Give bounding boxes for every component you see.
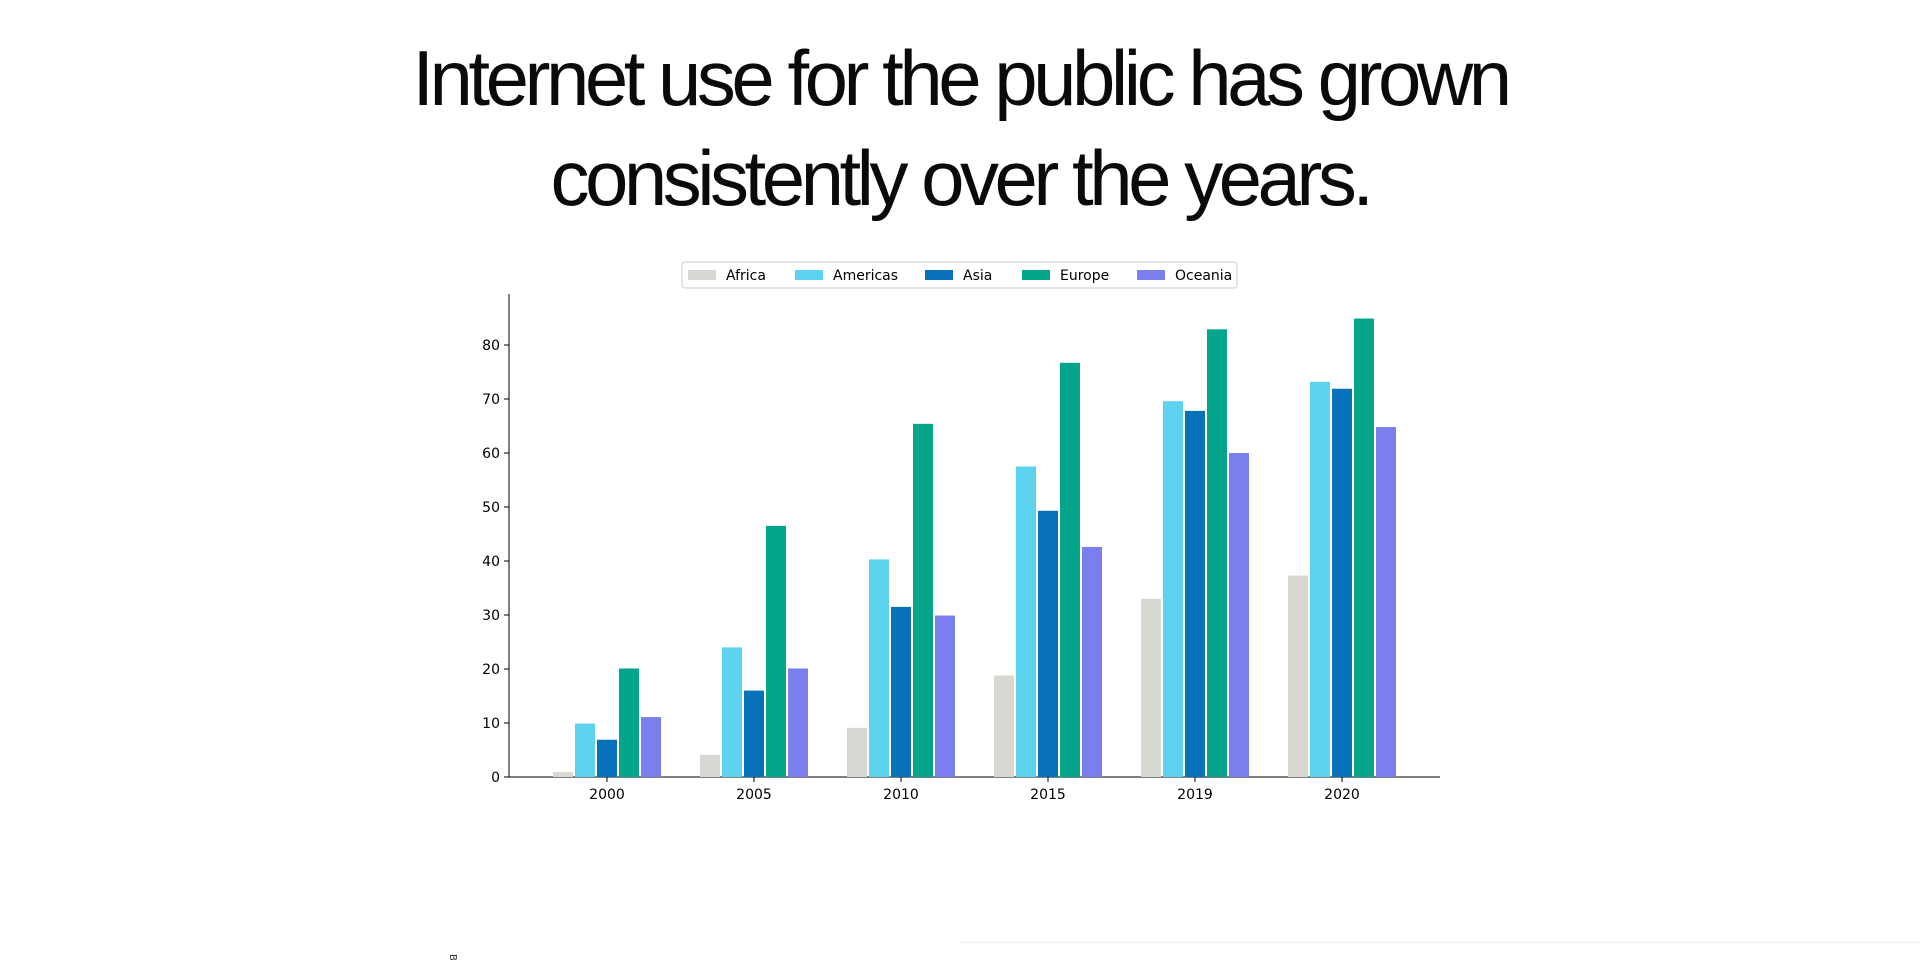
- bar-africa-2010: [847, 727, 867, 777]
- y-tick-label: 40: [482, 554, 500, 570]
- y-tick-label: 30: [482, 608, 500, 624]
- bar-oceania-2019: [1229, 453, 1249, 777]
- y-tick-label: 50: [482, 500, 500, 516]
- bar-oceania-2015: [1082, 546, 1102, 777]
- bar-americas-2015: [1016, 466, 1036, 777]
- legend-swatch-oceania: [1137, 270, 1165, 280]
- legend-box: [681, 261, 1238, 289]
- bar-oceania-2010: [935, 615, 955, 777]
- bar-oceania-2000: [641, 717, 661, 777]
- bar-americas-2020: [1310, 381, 1330, 777]
- headline-line-2: consistently over the years.: [550, 134, 1374, 222]
- bar-americas-2010: [869, 559, 889, 777]
- bar-americas-2019: [1163, 401, 1183, 777]
- legend-swatch-americas: [795, 270, 823, 280]
- y-tick-label: 80: [482, 338, 500, 354]
- bar-africa-2020: [1288, 575, 1308, 777]
- legend-label-africa: Africa: [726, 268, 766, 284]
- bar-asia-2019: [1185, 410, 1205, 777]
- bar-europe-2020: [1354, 318, 1374, 777]
- y-tick-label: 20: [482, 662, 500, 678]
- bar-europe-2000: [619, 668, 639, 777]
- x-tick-label: 2019: [1177, 787, 1213, 803]
- bar-europe-2015: [1060, 362, 1080, 777]
- legend-swatch-asia: [925, 270, 953, 280]
- bar-asia-2010: [891, 606, 911, 777]
- legend-swatch-europe: [1022, 270, 1050, 280]
- legend-label-oceania: Oceania: [1175, 268, 1232, 284]
- chart-headline: Internet use for the public has grown co…: [0, 28, 1920, 228]
- bar-oceania-2020: [1376, 427, 1396, 777]
- bar-asia-2000: [597, 739, 617, 777]
- rotated-mark: B: [447, 954, 458, 961]
- headline-line-1: Internet use for the public has grown: [412, 34, 1512, 122]
- x-tick-label: 2020: [1324, 787, 1360, 803]
- x-tick-label: 2000: [589, 787, 625, 803]
- bar-asia-2015: [1038, 510, 1058, 777]
- bar-africa-2015: [994, 675, 1014, 777]
- bar-africa-2000: [553, 772, 573, 777]
- legend-label-asia: Asia: [963, 268, 992, 284]
- bar-americas-2005: [722, 647, 742, 777]
- x-tick-label: 2015: [1030, 787, 1066, 803]
- bar-americas-2000: [575, 723, 595, 777]
- y-tick-label: 70: [482, 392, 500, 408]
- legend-swatch-africa: [688, 270, 716, 280]
- legend-label-europe: Europe: [1060, 268, 1109, 284]
- bar-europe-2005: [766, 525, 786, 777]
- bar-africa-2019: [1141, 598, 1161, 777]
- bar-asia-2005: [744, 690, 764, 777]
- bar-africa-2005: [700, 754, 720, 777]
- section-divider: [960, 942, 1920, 943]
- x-tick-label: 2010: [883, 787, 919, 803]
- bar-europe-2010: [913, 423, 933, 777]
- y-tick-label: 0: [491, 770, 500, 786]
- bar-europe-2019: [1207, 329, 1227, 777]
- x-tick-label: 2005: [736, 787, 772, 803]
- bar-asia-2020: [1332, 388, 1352, 777]
- bar-oceania-2005: [788, 668, 808, 777]
- y-tick-label: 60: [482, 446, 500, 462]
- y-tick-label: 10: [482, 716, 500, 732]
- legend-label-americas: Americas: [833, 268, 898, 284]
